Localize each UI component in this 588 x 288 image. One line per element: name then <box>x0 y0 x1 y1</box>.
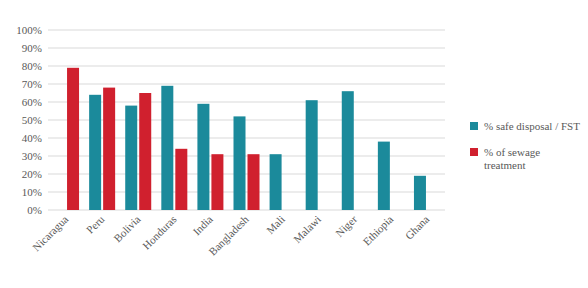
y-tick-label: 90% <box>22 42 42 54</box>
bar <box>125 106 137 210</box>
x-tick-label: Bolivia <box>111 213 142 244</box>
chart-root: 0% 10% 20% 30% 40% 50% 60% 70% 80% 90% 100% Nicarag… <box>0 0 588 288</box>
y-tick-label: 100% <box>16 24 42 36</box>
y-tick-label: 10% <box>22 186 42 198</box>
x-tick-label: Peru <box>84 213 107 236</box>
x-tick-label: Malawi <box>291 213 323 245</box>
y-tick-label: 40% <box>22 132 42 144</box>
bar <box>211 154 223 210</box>
bar <box>342 91 354 210</box>
x-tick-label: Honduras <box>140 213 179 252</box>
bar <box>103 88 115 210</box>
bar <box>67 68 79 210</box>
bar <box>248 154 260 210</box>
y-tick-label: 30% <box>22 150 42 162</box>
grid-line <box>48 48 445 49</box>
y-tick-label: 80% <box>22 60 42 72</box>
bar <box>378 142 390 210</box>
y-tick-label: 20% <box>22 168 42 180</box>
bars <box>67 68 426 210</box>
bar <box>197 104 209 210</box>
grid-line <box>48 30 445 31</box>
x-tick-label: Mali <box>264 213 287 236</box>
x-tick-label: Bangladesh <box>206 213 251 258</box>
bar <box>175 149 187 210</box>
x-tick-label: Niger <box>333 213 359 239</box>
grid-line <box>48 84 445 85</box>
grid-line <box>48 66 445 67</box>
grid <box>48 30 445 210</box>
bar <box>139 93 151 210</box>
legend-label: % safe disposal / FST <box>484 120 580 133</box>
y-tick-label: 50% <box>22 114 42 126</box>
legend-label: % of sewage treatment <box>484 146 580 172</box>
x-tick-label: Ethiopia <box>360 213 395 248</box>
y-tick-label: 0% <box>27 204 42 216</box>
legend-swatch <box>470 122 478 130</box>
bar <box>414 176 426 210</box>
bar <box>161 86 173 210</box>
bar <box>270 154 282 210</box>
chart-svg: 0% 10% 20% 30% 40% 50% 60% 70% 80% 90% 100% Nicarag… <box>0 0 588 288</box>
bar <box>234 116 246 210</box>
bar <box>306 100 318 210</box>
y-tick-label: 60% <box>22 96 42 108</box>
legend-swatch <box>470 148 478 156</box>
x-tick-label: India <box>190 213 215 238</box>
bar <box>89 95 101 210</box>
y-tick-label: 70% <box>22 78 42 90</box>
x-tick-label: Ghana <box>403 213 432 242</box>
x-tick-label: Nicaragua <box>30 213 71 254</box>
